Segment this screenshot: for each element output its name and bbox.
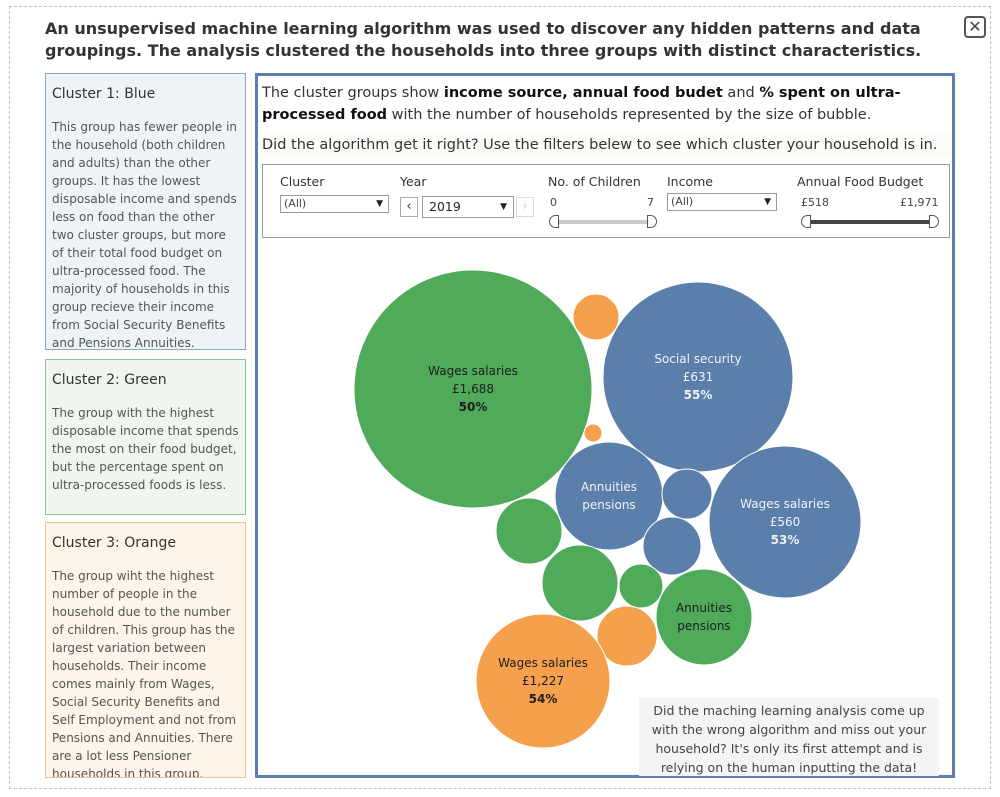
bubble-circle[interactable] — [572, 293, 620, 341]
bubble-blue[interactable]: Social security £631 55% — [602, 281, 794, 473]
bubble-green[interactable] — [495, 497, 563, 565]
intro-bold: % spent on ultra-processed food — [262, 85, 901, 123]
bubble-blue[interactable]: Wages salaries £560 53% — [708, 445, 862, 599]
bubble-circle[interactable] — [495, 497, 563, 565]
bubble-blue[interactable] — [642, 516, 702, 576]
bubble-green[interactable]: Wages salaries £1,688 50% — [353, 269, 593, 509]
bubble-green[interactable] — [541, 544, 619, 622]
intro-part: The cluster groups show — [262, 85, 444, 101]
cluster-title: Cluster 2: Green — [52, 372, 167, 388]
cluster-description: The group with the highest disposable in… — [52, 406, 239, 492]
bubble-circle[interactable] — [541, 544, 619, 622]
close-icon[interactable]: ✕ — [964, 16, 986, 38]
bubble-orange[interactable] — [583, 423, 603, 443]
children-slider-max-handle[interactable] — [647, 215, 657, 228]
bubble-blue[interactable] — [661, 468, 713, 520]
bubble-circle[interactable] — [661, 468, 713, 520]
income-filter-label: Income — [667, 174, 713, 189]
year-filter-select[interactable]: 2019 ▼ — [422, 196, 514, 218]
bubble-label: Wages salaries — [428, 364, 518, 378]
cluster-description: This group has fewer people in the house… — [52, 120, 238, 350]
bubble-label: 54% — [529, 692, 558, 706]
bubble-circle[interactable] — [642, 516, 702, 576]
children-slider-min-handle[interactable] — [549, 215, 559, 228]
bubble-chart: Wages salaries £1,688 50% Social security £6… — [353, 269, 862, 749]
budget-filter-label: Annual Food Budget — [797, 174, 924, 189]
bubble-label: £1,227 — [522, 674, 564, 688]
bubble-label: Social security — [654, 352, 741, 366]
bubble-label: Wages salaries — [740, 497, 830, 511]
children-filter-label: No. of Children — [548, 174, 641, 189]
cluster-card-green: Cluster 2: Green The group with the high… — [45, 359, 246, 515]
bubble-label: Wages salaries — [498, 656, 588, 670]
budget-min-value: £518 — [801, 196, 829, 209]
note-text: Did the maching learning analysis come u… — [639, 698, 939, 776]
bubble-circle[interactable] — [475, 613, 611, 749]
filter-bar: Cluster (All) ▼ Year ‹ 2019 ▼ › No. of C… — [262, 164, 950, 238]
bubble-orange[interactable] — [596, 605, 658, 667]
dashboard-frame — [9, 6, 991, 789]
bubble-circle[interactable] — [596, 605, 658, 667]
cluster-title: Cluster 1: Blue — [52, 86, 156, 102]
bubble-label: 50% — [459, 400, 488, 414]
income-filter-value: (All) — [671, 195, 694, 208]
bubble-orange[interactable]: Wages salaries £1,227 54% — [475, 613, 611, 749]
bubble-label: £631 — [683, 370, 714, 384]
cluster-filter-label: Cluster — [280, 174, 325, 189]
bubble-orange[interactable] — [572, 293, 620, 341]
income-filter-select[interactable]: (All) ▼ — [667, 193, 777, 211]
intro-text: The cluster groups show income source, a… — [262, 82, 952, 126]
cluster-description: The group wiht the highest number of peo… — [52, 569, 237, 778]
bubble-circle[interactable] — [655, 568, 753, 666]
intro-part: with the number of households represente… — [387, 107, 872, 123]
budget-slider-track[interactable] — [804, 220, 934, 224]
bubble-green[interactable]: Annuities pensions — [655, 568, 753, 666]
bubble-label: Annuities — [676, 601, 732, 615]
budget-slider-max-handle[interactable] — [929, 215, 939, 228]
cluster-card-blue: Cluster 1: Blue This group has fewer peo… — [45, 73, 246, 350]
cluster-filter-select[interactable]: (All) ▼ — [280, 195, 389, 213]
year-next-button[interactable]: › — [516, 197, 534, 217]
bubble-label: 55% — [684, 388, 713, 402]
bubble-circle[interactable] — [708, 445, 862, 599]
bubble-label: Annuities — [581, 480, 637, 494]
bubble-circle[interactable] — [618, 563, 664, 609]
budget-slider-min-handle[interactable] — [801, 215, 811, 228]
bubble-label: £560 — [770, 515, 801, 529]
year-filter-value: 2019 — [429, 199, 461, 214]
bubble-label: pensions — [582, 498, 635, 512]
instruction-text: Did the algorithm get it right? Use the … — [262, 134, 952, 158]
dropdown-arrow-icon: ▼ — [764, 197, 771, 207]
budget-max-value: £1,971 — [900, 196, 939, 209]
page-heading: An unsupervised machine learning algorit… — [45, 19, 922, 60]
year-prev-button[interactable]: ‹ — [400, 197, 418, 217]
main-panel: The cluster groups show income source, a… — [255, 73, 955, 778]
children-max-value: 7 — [647, 196, 654, 209]
children-min-value: 0 — [550, 196, 557, 209]
bubble-label: 53% — [771, 533, 800, 547]
year-filter-label: Year — [400, 174, 427, 189]
cluster-filter-value: (All) — [284, 197, 307, 210]
bubble-circle[interactable] — [583, 423, 603, 443]
cluster-card-orange: Cluster 3: Orange The group wiht the hig… — [45, 522, 246, 778]
dropdown-arrow-icon: ▼ — [376, 199, 383, 209]
cluster-title: Cluster 3: Orange — [52, 535, 176, 551]
bubble-green[interactable] — [618, 563, 664, 609]
intro-part: and — [722, 85, 760, 101]
bubble-circle[interactable] — [353, 269, 593, 509]
children-slider-track[interactable] — [552, 220, 654, 224]
intro-bold: income source, annual food budet — [443, 85, 723, 101]
bubble-label: pensions — [677, 619, 730, 633]
dropdown-arrow-icon: ▼ — [500, 202, 507, 212]
bubble-label: £1,688 — [452, 382, 494, 396]
